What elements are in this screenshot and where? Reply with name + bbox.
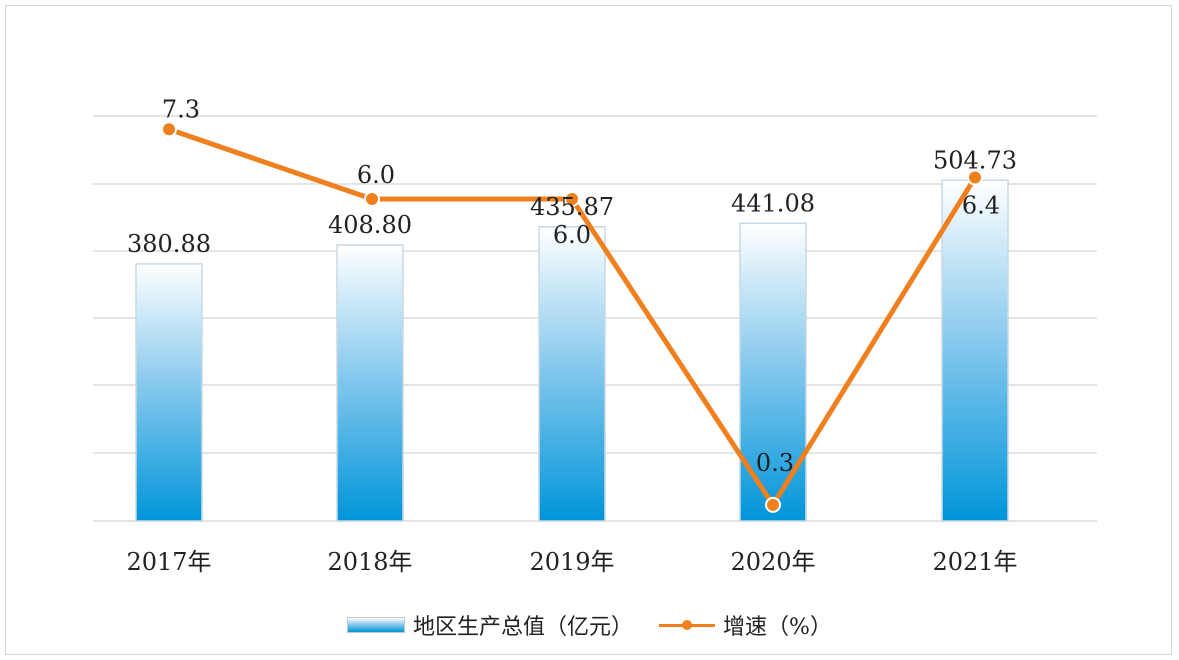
growth-point [364,191,380,208]
growth-value-label: 7.3 [162,95,200,123]
growth-value-label: 6.0 [553,221,591,249]
bar-2018年 [336,244,404,522]
legend: 地区生产总值（亿元） 增速（%） [0,607,1179,643]
bar-value-label: 441.08 [731,189,815,217]
chart-svg: 380.88 2017年 408.80 2018年 435.87 2019年 441.08 2… [93,95,1097,576]
growth-point [967,169,983,186]
legend-bar-swatch [347,617,406,633]
growth-point [161,121,177,138]
legend-line-dot [682,620,693,630]
legend-line-swatch [659,617,716,633]
legend-label-gdp: 地区生产总值（亿元） [413,615,634,640]
bar-value-label: 380.88 [127,230,211,258]
chart-frame [5,5,1172,655]
bar-value-label: 435.87 [530,193,614,221]
x-tick-label: 2020年 [730,548,815,576]
bar-value-label: 504.73 [933,146,1017,174]
legend-label-growth: 增速（%） [723,615,832,640]
x-tick-label: 2018年 [327,548,412,576]
bar-2019年 [538,226,606,522]
growth-value-label: 6.0 [357,161,395,189]
growth-value-label: 0.3 [756,449,794,477]
x-tick-label: 2019年 [529,548,614,576]
growth-point [765,496,781,513]
legend-item-gdp: 地区生产总值（亿元） [347,609,633,641]
x-tick-label: 2021年 [932,548,1017,576]
legend-item-growth: 增速（%） [659,609,832,641]
bar-value-label: 408.80 [328,211,412,239]
growth-value-label: 6.4 [962,192,1000,220]
bar-2021年 [941,179,1009,522]
growth-point [564,191,580,208]
x-tick-label: 2017年 [126,548,211,576]
bar-2017年 [135,263,203,522]
